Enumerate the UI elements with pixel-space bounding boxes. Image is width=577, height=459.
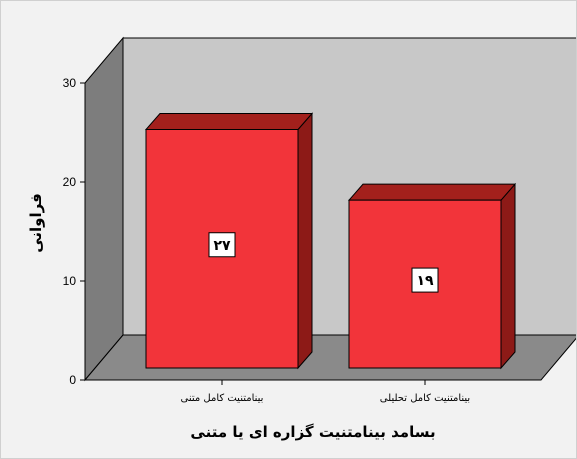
x-axis-label: بسامد بینامتنیت گزاره ای یا متنی bbox=[190, 423, 435, 441]
data-label-box bbox=[411, 267, 439, 293]
bar-side bbox=[297, 112, 313, 370]
y-tick-label: 10 bbox=[63, 274, 77, 288]
x-tick-label: بینامتنیت کامل متنی bbox=[181, 393, 264, 404]
y-axis-label: فراوانی bbox=[27, 193, 45, 253]
side-wall bbox=[84, 36, 124, 382]
y-tick-label: 30 bbox=[63, 76, 77, 90]
y-tick-label: 20 bbox=[63, 175, 77, 189]
data-label: ۲۷ bbox=[213, 238, 231, 254]
bar-side bbox=[500, 182, 516, 370]
data-label: ۱۹ bbox=[416, 273, 434, 289]
bar-top bbox=[144, 113, 314, 130]
bar-top bbox=[347, 183, 517, 201]
x-tick-label: بینامتنیت کامل تحلیلی bbox=[380, 393, 470, 404]
y-tick-label: 0 bbox=[69, 373, 76, 387]
data-label-box bbox=[208, 232, 236, 258]
